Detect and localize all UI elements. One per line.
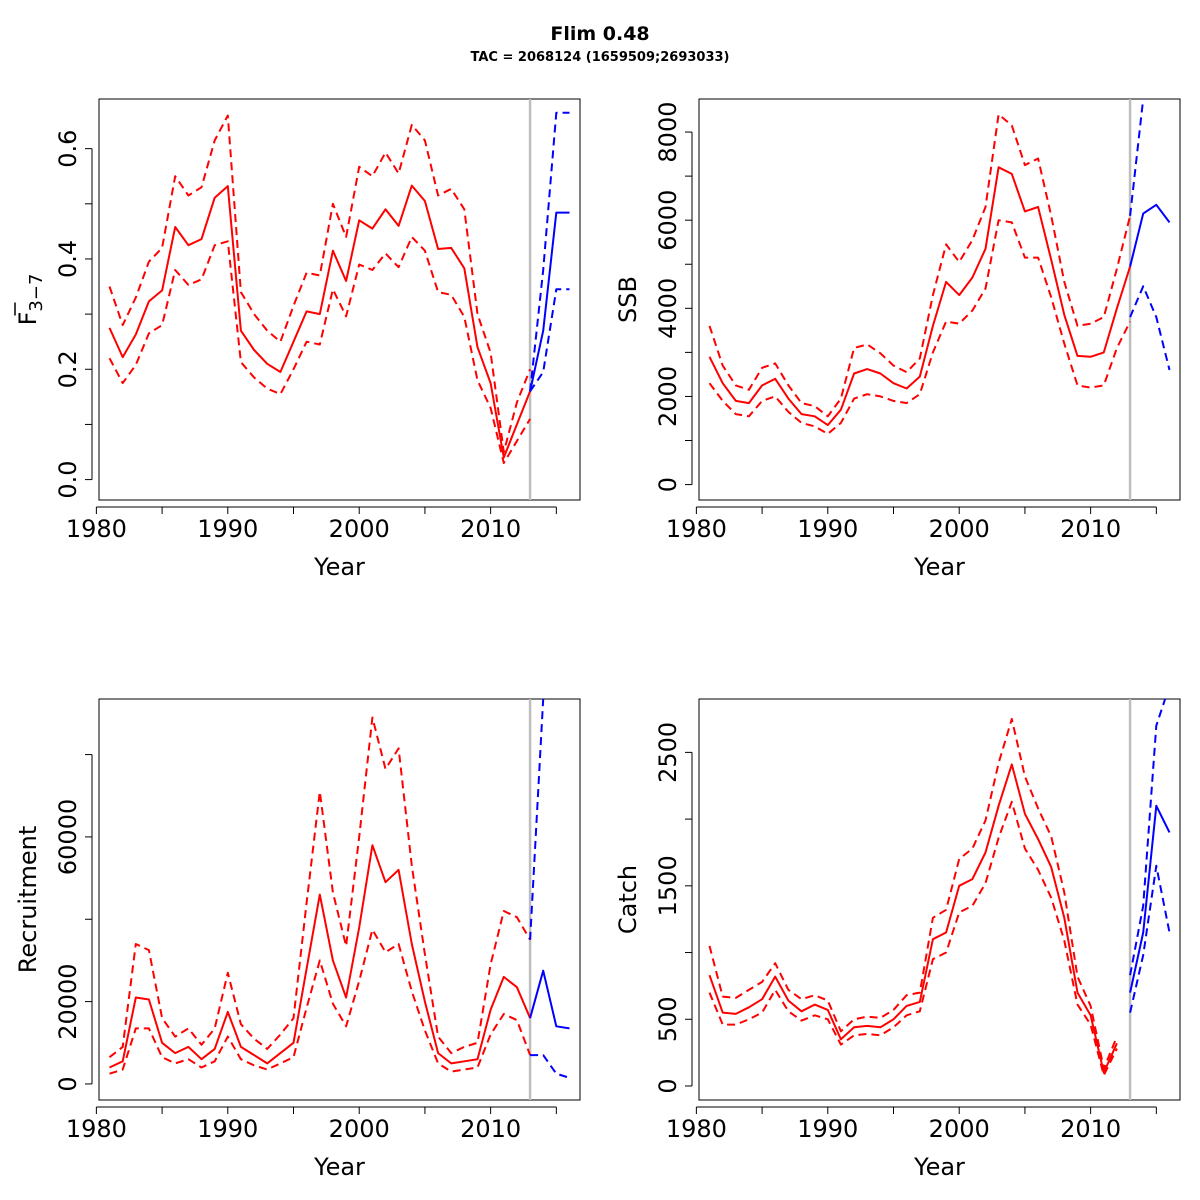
forecast-estimate-line — [529, 211, 570, 392]
historical-estimate-line — [708, 166, 1132, 427]
historical-interval-line — [708, 219, 1131, 435]
plot-area — [108, 99, 570, 500]
forecast-estimate-line — [1129, 203, 1171, 267]
historical-estimate-line — [109, 844, 532, 1069]
x-tick-label: 1990 — [197, 1115, 258, 1143]
y-axis: 0 20000 60000 — [54, 754, 93, 1092]
y-tick-label: 0 — [54, 1076, 82, 1091]
y-tick-label: 0.6 — [54, 130, 82, 168]
panel-mean-f: 1980 1990 2000 2010 Year 0.0 0.2 0.4 0.6 F3−7 — [14, 98, 581, 581]
historical-estimate-line — [708, 763, 1118, 1074]
x-axis-label: Year — [913, 553, 965, 581]
forecast-interval-line — [529, 111, 570, 392]
y-tick-label: 500 — [654, 996, 682, 1042]
panel-catch: 1980 1990 2000 2010 Year 0 500 1500 2500 Catch — [614, 698, 1181, 1181]
x-tick-label: 2010 — [460, 1115, 521, 1143]
y-axis-label: F3−7 — [14, 274, 47, 326]
y-axis-label: Catch — [614, 865, 642, 934]
forecast-interval-line — [1129, 99, 1145, 216]
plot-frame — [98, 698, 581, 1101]
y-tick-label: 60000 — [54, 799, 82, 875]
forecast-interval-line — [1129, 864, 1171, 1013]
y-tick-label: 20000 — [54, 963, 82, 1039]
x-axis-label: Year — [313, 553, 365, 581]
x-tick-label: 1980 — [66, 1115, 127, 1143]
y-tick-label: 0 — [654, 477, 682, 492]
x-axis: 1980 1990 2000 2010 — [66, 1106, 557, 1143]
y-tick-label: 6000 — [654, 190, 682, 251]
forecast-interval-line — [1129, 699, 1167, 976]
forecast-interval-line — [529, 699, 545, 940]
historical-interval-line — [108, 716, 531, 1058]
historical-estimate-line — [108, 184, 532, 459]
y-axis-label-main: F — [14, 312, 42, 326]
plot-area — [708, 699, 1171, 1100]
x-tick-label: 2000 — [329, 1115, 390, 1143]
x-tick-label: 2010 — [1060, 515, 1121, 543]
y-axis-label: Recruitment — [14, 826, 42, 973]
x-tick-label: 1980 — [666, 515, 727, 543]
x-tick-label: 1990 — [197, 515, 258, 543]
y-tick-label: 1500 — [654, 855, 682, 916]
x-axis-label: Year — [913, 1153, 965, 1181]
historical-interval-line — [708, 113, 1132, 418]
plot-area — [708, 99, 1171, 500]
y-tick-label: 8000 — [654, 102, 682, 163]
x-tick-label: 1980 — [666, 1115, 727, 1143]
forecast-estimate-line — [529, 969, 570, 1030]
x-tick-label: 1990 — [797, 1115, 858, 1143]
panel-ssb: 1980 1990 2000 2010 Year 0 2000 4000 6000 8000 SSB — [614, 98, 1181, 581]
y-axis: 0.0 0.2 0.4 0.6 — [54, 130, 93, 499]
historical-interval-line — [108, 114, 532, 453]
y-axis-label: SSB — [614, 276, 642, 323]
plot-area — [108, 699, 570, 1100]
forecast-interval-line — [529, 288, 570, 392]
x-axis: 1980 1990 2000 2010 — [666, 506, 1157, 543]
x-tick-label: 2010 — [1060, 1115, 1121, 1143]
historical-interval-line — [708, 718, 1118, 1070]
historical-interval-line — [108, 235, 531, 464]
plot-frame — [98, 98, 581, 501]
y-axis: 0 500 1500 2500 — [654, 722, 693, 1094]
forecast-interval-line — [1129, 285, 1171, 371]
forecast-estimate-line — [1129, 804, 1171, 993]
y-axis: 0 2000 4000 6000 8000 — [654, 102, 693, 492]
x-tick-label: 1980 — [66, 515, 127, 543]
plot-frame — [698, 698, 1181, 1101]
y-tick-label: 4000 — [654, 278, 682, 339]
x-axis: 1980 1990 2000 2010 — [66, 506, 557, 543]
x-tick-label: 2000 — [929, 1115, 990, 1143]
x-tick-label: 2010 — [460, 515, 521, 543]
y-tick-label: 0.0 — [54, 461, 82, 499]
figure-title: Flim 0.48 — [550, 23, 649, 45]
y-tick-label: 0 — [654, 1078, 682, 1093]
y-tick-label: 0.2 — [54, 350, 82, 388]
forecast-interval-line — [530, 1054, 570, 1079]
y-tick-label: 2500 — [654, 722, 682, 783]
x-axis: 1980 1990 2000 2010 — [666, 1106, 1157, 1143]
historical-interval-line — [109, 928, 532, 1075]
y-tick-label: 2000 — [654, 366, 682, 427]
x-tick-label: 2000 — [329, 515, 390, 543]
plot-frame — [698, 98, 1181, 501]
x-tick-label: 2000 — [929, 515, 990, 543]
panel-recruitment: 1980 1990 2000 2010 Year 0 20000 60000 Recruitme… — [14, 698, 581, 1181]
y-tick-label: 0.4 — [54, 240, 82, 278]
y-axis-label-subscript: 3−7 — [26, 274, 47, 312]
x-tick-label: 1990 — [797, 515, 858, 543]
x-axis-label: Year — [313, 1153, 365, 1181]
historical-interval-line — [708, 800, 1118, 1077]
figure-subtitle: TAC = 2068124 (1659509;2693033) — [471, 50, 730, 65]
